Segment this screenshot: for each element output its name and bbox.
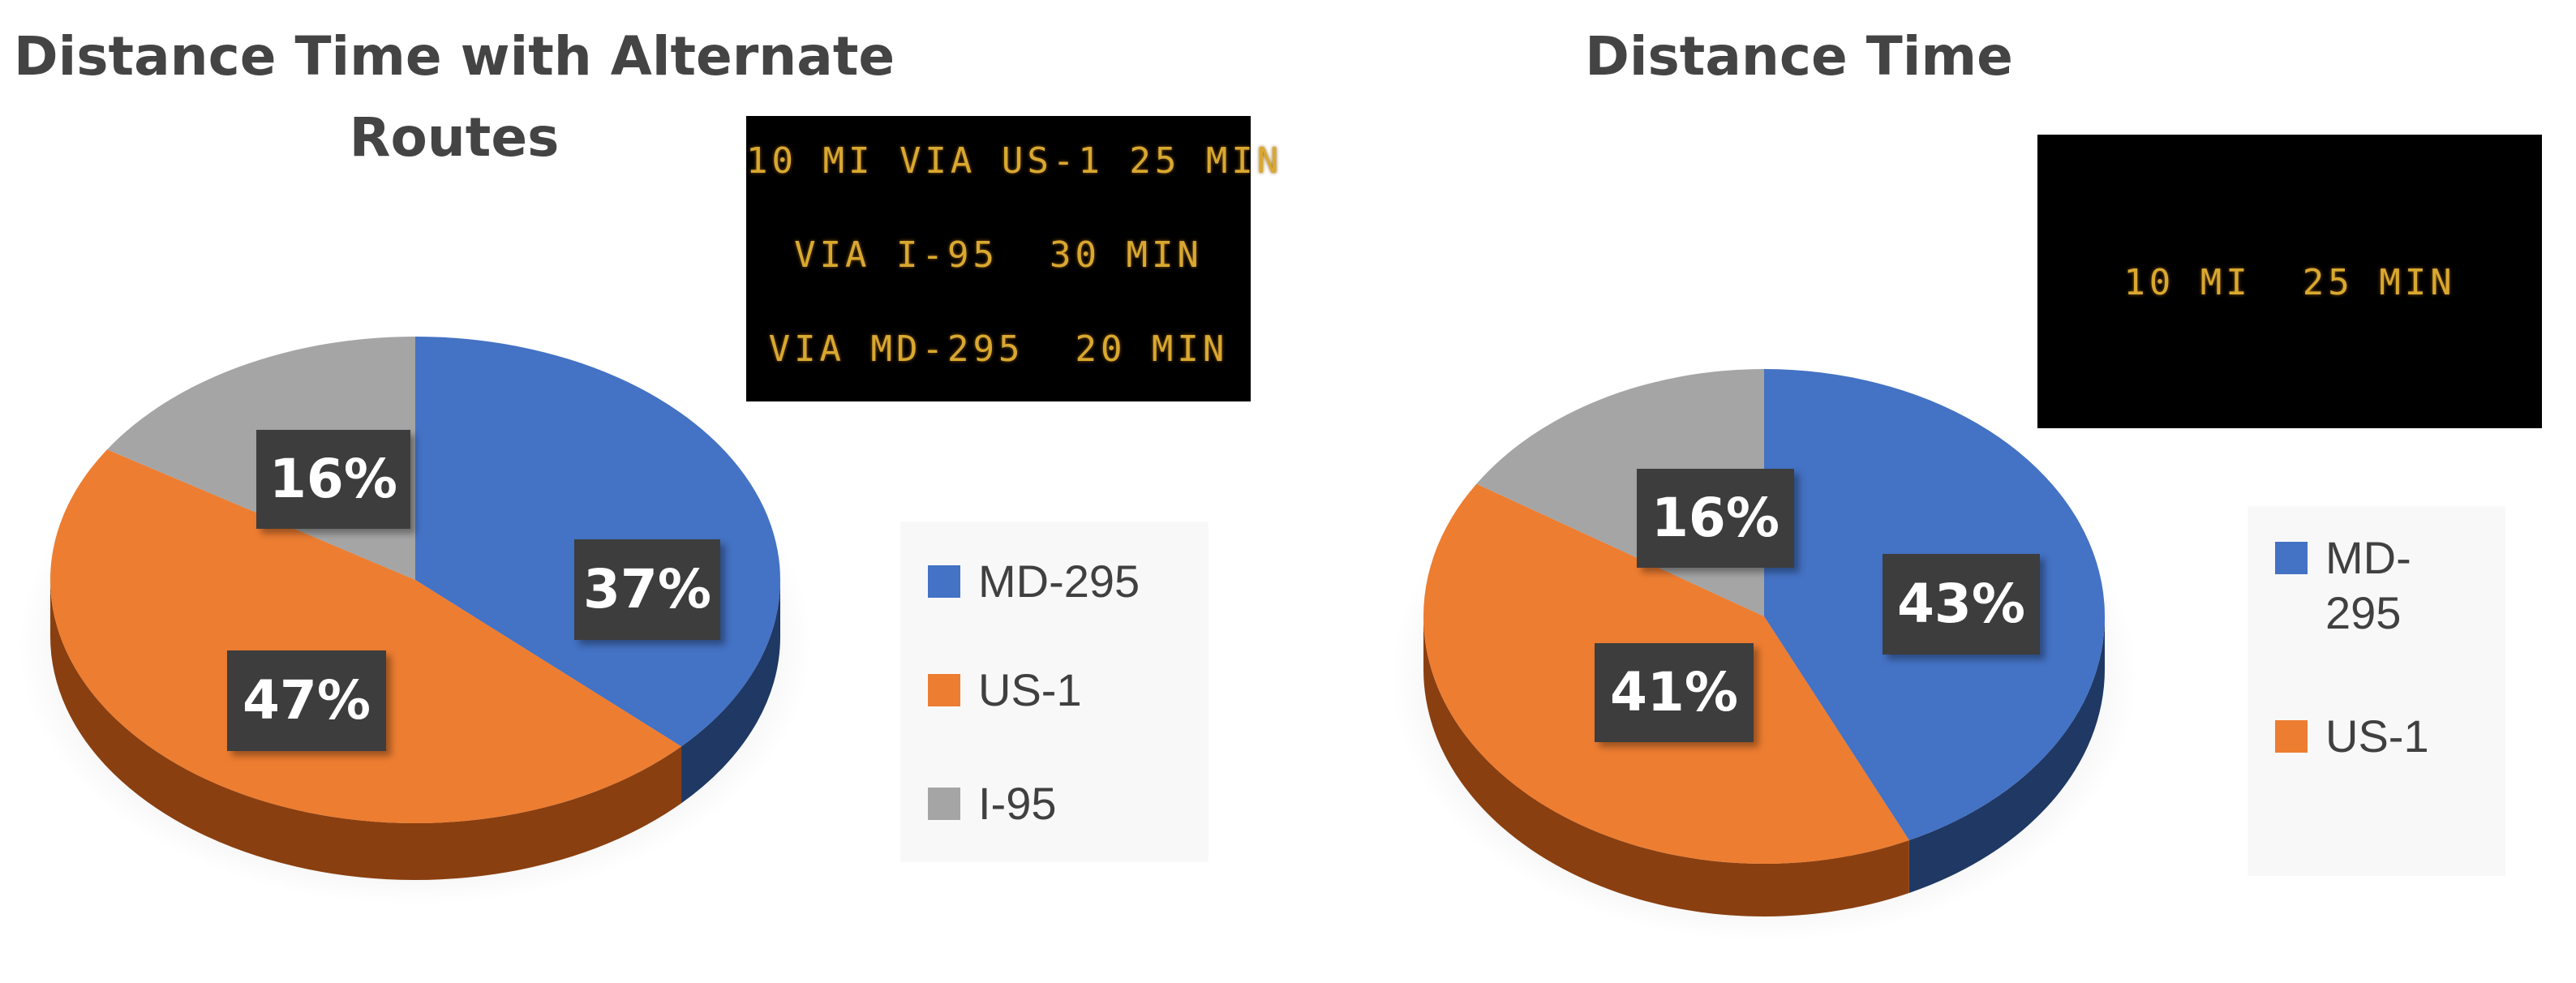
data-label-i-95: 16% [1637, 469, 1794, 568]
legend-swatch [2275, 720, 2308, 753]
data-label-us-1: 47% [227, 650, 386, 751]
road-sign-image: 10 MI 25 MIN [2037, 135, 2542, 428]
legend-label: US-1 [978, 664, 1082, 715]
chart-panel-alternate-routes: Distance Time with Alternate Routes 10 M… [13, 25, 1278, 904]
legend-swatch [928, 674, 960, 706]
data-label-i-95: 16% [256, 430, 410, 529]
sign-line: VIA I-95 30 MIN [794, 234, 1203, 276]
legend-swatch [2275, 542, 2308, 574]
legend: MD-295 US-1 I-95 [900, 522, 1209, 862]
legend-label: MD-295 [2325, 532, 2411, 638]
legend-swatch [928, 788, 960, 820]
sign-line: 10 MI 25 MIN [2123, 262, 2456, 303]
legend-label: I-95 [978, 778, 1057, 829]
chart-panel-distance-time: Distance Time 10 MI 25 MIN MD-295 US-1 43… [1288, 0, 2576, 983]
data-label-md-295: 43% [1883, 554, 2040, 655]
pie-slice-side-md-295 [1908, 616, 2105, 893]
legend-label: US-1 [2325, 710, 2429, 762]
legend-label: MD-295 [978, 556, 1140, 607]
pie-slice-side-us-1 [50, 580, 682, 880]
pie-slice-side-md-295 [681, 580, 780, 804]
data-label-us-1: 41% [1595, 643, 1754, 742]
pie-slice-us-1 [49, 449, 682, 824]
chart-title: Distance Time [1585, 25, 2013, 88]
pie-slice-side-us-1 [1423, 616, 1909, 917]
sign-line: VIA MD-295 20 MIN [768, 328, 1229, 370]
chart-title: Distance Time with Alternate Routes [13, 25, 895, 169]
road-sign-image: 10 MI VIA US-1 25 MIN VIA I-95 30 MIN VI… [746, 116, 1278, 401]
data-label-md-295: 37% [574, 539, 720, 640]
legend: MD-295 US-1 [2248, 506, 2505, 876]
legend-swatch [928, 565, 960, 598]
